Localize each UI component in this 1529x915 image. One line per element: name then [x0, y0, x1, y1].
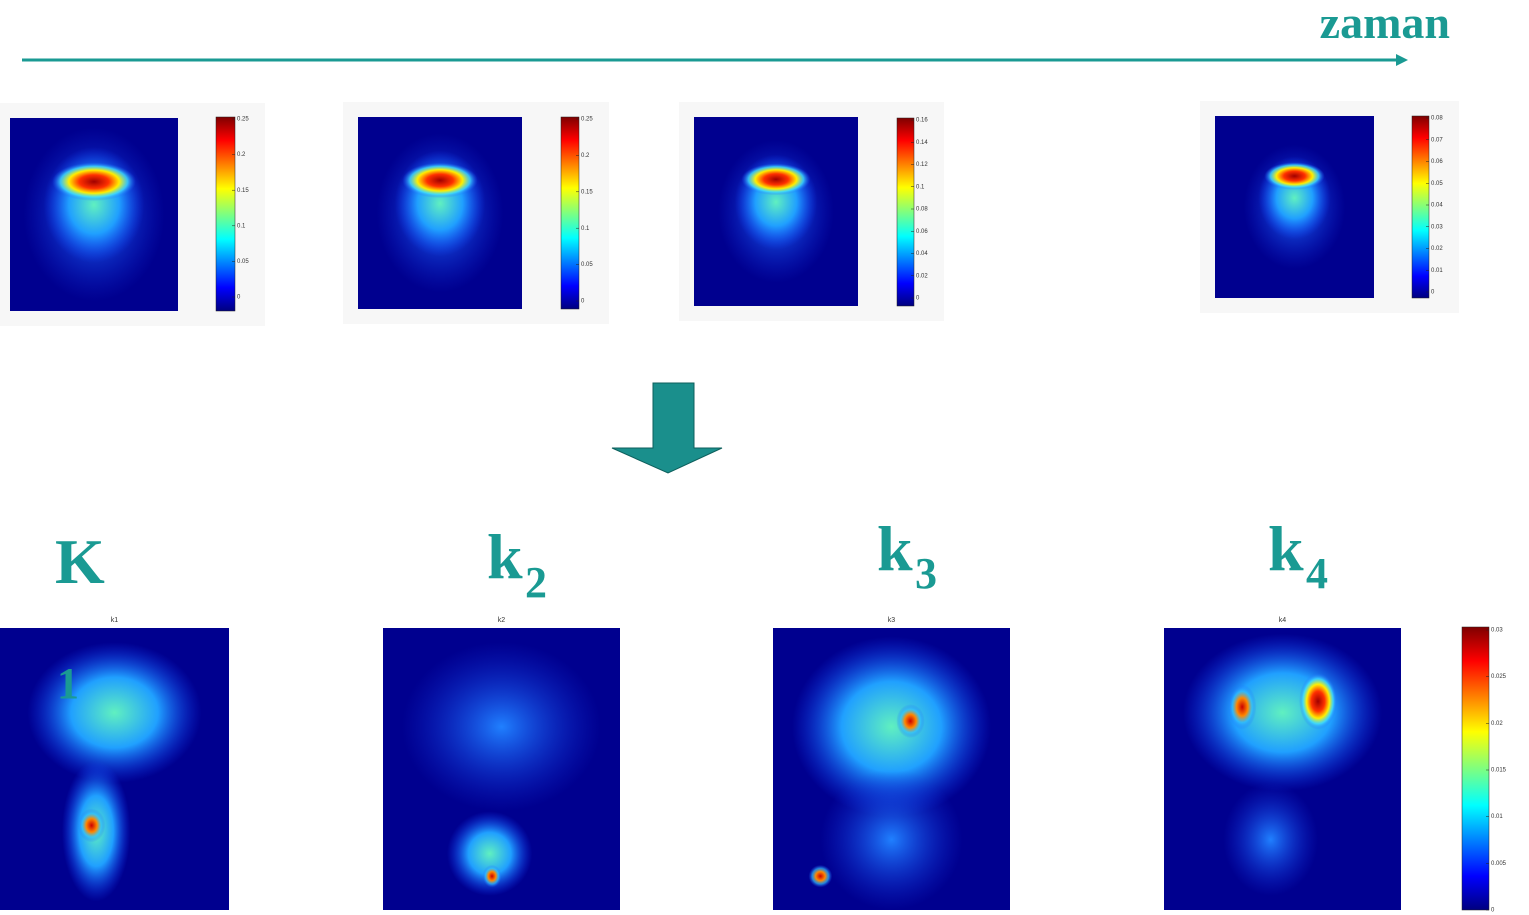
colorbar-tick-label: 0.08 — [916, 207, 928, 213]
colorbar-tick-label: 0.03 — [1431, 224, 1443, 230]
colorbar-tick-label: 0.06 — [916, 229, 928, 235]
time-label: zaman — [1320, 0, 1450, 48]
colorbar-tick-label: 0.1 — [237, 223, 246, 229]
colorbar-tick-label: 0.16 — [916, 118, 928, 124]
image-region — [78, 808, 105, 842]
parameter-subscript: 4 — [1306, 549, 1328, 598]
image-region — [742, 163, 811, 195]
colorbar-tick-label: 0.05 — [1431, 181, 1443, 187]
image-region — [402, 642, 601, 811]
colorbar-tick-label: 0.2 — [581, 153, 590, 159]
colorbar-tick-label: 0.08 — [1431, 116, 1443, 122]
down-arrow — [612, 383, 722, 473]
image-region — [1264, 162, 1324, 190]
slide: zaman 0.25 0.2 0.15 0.1 0.05 0 0.25 0.2 0.15 0.1 0… — [0, 0, 1529, 915]
colorbar-tick-label: 0.025 — [1491, 674, 1507, 680]
image-region — [809, 865, 833, 888]
parameter-symbol: K — [55, 526, 105, 597]
colorbar — [1412, 116, 1429, 298]
parameter-subscript: 3 — [915, 549, 937, 598]
parameter-subscript: 2 — [525, 558, 547, 607]
parameter-symbol: k — [487, 521, 523, 592]
colorbar-tick-label: 0.15 — [581, 189, 593, 195]
parameter-subscript: 1 — [57, 659, 79, 708]
image-region — [52, 162, 136, 201]
colorbar-tick-label: 0.02 — [1491, 721, 1503, 727]
colorbar-tick-label: 0.07 — [1431, 137, 1443, 143]
image-region — [1228, 684, 1256, 729]
colorbar-tick-label: 0.03 — [1491, 628, 1503, 634]
image-region — [483, 865, 502, 888]
colorbar-tick-label: 0.01 — [1431, 268, 1443, 274]
map-title: k1 — [111, 617, 119, 624]
colorbar-tick-label: 0.25 — [581, 117, 593, 123]
colorbar — [561, 117, 579, 309]
image-region — [1183, 634, 1382, 792]
image-region — [1299, 673, 1337, 729]
map-title: k4 — [1279, 617, 1287, 624]
colorbar-tick-label: 0.2 — [237, 152, 246, 158]
colorbar-tick-label: 0.06 — [1431, 159, 1443, 165]
colorbar-tick-label: 0 — [1491, 908, 1495, 914]
colorbar-tick-label: 0.015 — [1491, 768, 1507, 774]
colorbar-tick-label: 0.04 — [1431, 203, 1443, 209]
colorbar — [1462, 627, 1489, 910]
colorbar-tick-label: 0.12 — [916, 162, 928, 168]
colorbar-tick-label: 0.25 — [237, 117, 249, 123]
map-title: k3 — [888, 617, 896, 624]
colorbar-tick-label: 0.14 — [916, 140, 928, 146]
colorbar-tick-label: 0.02 — [916, 273, 928, 279]
time-arrow-head — [1396, 54, 1408, 66]
colorbar-tick-label: 0.01 — [1491, 814, 1503, 820]
colorbar — [216, 117, 235, 311]
image-region — [820, 769, 962, 910]
colorbar-tick-label: 0.005 — [1491, 861, 1507, 867]
image-region — [896, 704, 924, 738]
image-region — [402, 163, 477, 198]
map-title: k2 — [498, 617, 506, 624]
colorbar — [897, 118, 914, 306]
image-region — [27, 642, 201, 783]
colorbar-tick-label: 0.1 — [581, 226, 590, 232]
image-region — [1223, 783, 1318, 896]
parameter-symbol: k — [877, 513, 913, 584]
colorbar-tick-label: 0.05 — [581, 262, 593, 268]
colorbar-tick-label: 0.02 — [1431, 246, 1443, 252]
colorbar-tick-label: 0.05 — [237, 259, 249, 265]
colorbar-tick-label: 0.04 — [916, 251, 928, 257]
parameter-symbol: k — [1268, 513, 1304, 584]
colorbar-tick-label: 0.15 — [237, 188, 249, 194]
colorbar-tick-label: 0.1 — [916, 184, 925, 190]
